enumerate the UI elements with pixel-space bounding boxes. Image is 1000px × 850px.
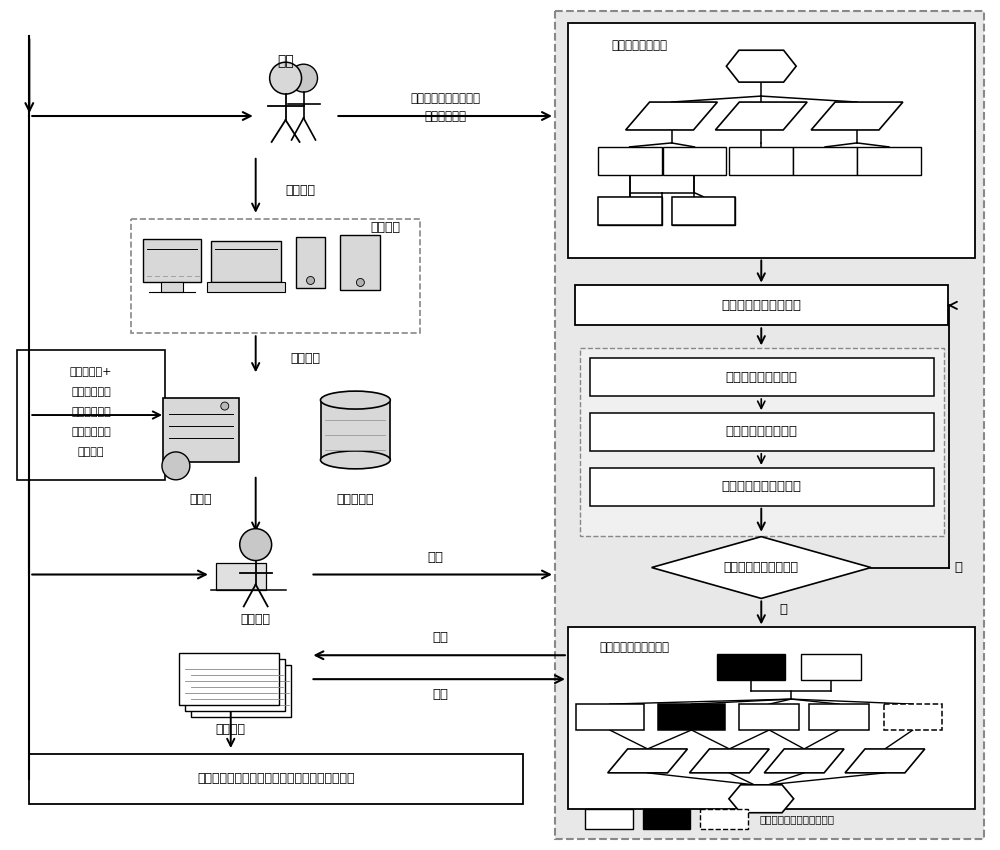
Text: 生成订单: 生成订单 <box>291 352 321 365</box>
Bar <box>598 147 662 175</box>
Bar <box>717 654 785 680</box>
Bar <box>576 704 644 730</box>
Bar <box>320 400 390 460</box>
Text: 按订单生成式设计模式: 按订单生成式设计模式 <box>721 480 801 493</box>
Bar <box>131 218 420 333</box>
Bar <box>161 282 183 292</box>
Text: 不同设计模式下的模块方案: 不同设计模式下的模块方案 <box>759 813 834 824</box>
Text: 修改: 修改 <box>432 688 448 700</box>
Polygon shape <box>811 102 903 130</box>
Text: 多源终端: 多源终端 <box>370 221 400 234</box>
Polygon shape <box>845 749 925 773</box>
Bar <box>207 282 285 292</box>
Bar <box>801 654 861 680</box>
Bar <box>29 754 523 804</box>
Text: 用户: 用户 <box>277 54 294 68</box>
Circle shape <box>356 279 364 286</box>
Polygon shape <box>726 50 796 82</box>
Bar <box>296 236 325 288</box>
Bar <box>598 196 662 224</box>
Bar <box>590 468 934 506</box>
Polygon shape <box>652 536 871 598</box>
Bar <box>17 350 165 479</box>
Bar <box>163 398 239 462</box>
Circle shape <box>240 529 272 560</box>
Text: 设计人员: 设计人员 <box>241 613 271 626</box>
Bar <box>191 666 291 717</box>
Bar <box>729 147 793 175</box>
Text: 设计方案满足: 设计方案满足 <box>71 427 111 437</box>
Bar <box>658 704 725 730</box>
Bar <box>179 654 279 705</box>
Text: 否: 否 <box>955 561 963 574</box>
Bar <box>143 239 201 282</box>
Polygon shape <box>608 749 687 773</box>
Text: 通过互联网+: 通过互联网+ <box>70 367 112 377</box>
Polygon shape <box>764 749 844 773</box>
Polygon shape <box>626 102 717 130</box>
Text: 按订单变形设计模式: 按订单变形设计模式 <box>725 426 797 439</box>
Bar <box>672 196 735 224</box>
Text: 互反馈，修改: 互反馈，修改 <box>71 407 111 417</box>
Bar <box>672 196 735 224</box>
Circle shape <box>162 452 190 479</box>
Text: 完成最终满足用户需求的定制机械产品设计方案: 完成最终满足用户需求的定制机械产品设计方案 <box>198 773 355 785</box>
Bar <box>643 808 690 829</box>
Polygon shape <box>689 749 769 773</box>
Bar <box>590 413 934 450</box>
Text: 按订单配置设计模式: 按订单配置设计模式 <box>725 371 797 383</box>
Text: 用户可参与设计全过程: 用户可参与设计全过程 <box>410 92 480 105</box>
Text: 提出需求: 提出需求 <box>286 184 316 197</box>
Bar <box>663 147 726 175</box>
Text: 是否完成全部模块设计: 是否完成全部模块设计 <box>724 561 799 574</box>
Text: 设计方案: 设计方案 <box>216 722 246 735</box>
Text: 生成: 生成 <box>432 631 448 643</box>
Ellipse shape <box>321 450 390 469</box>
Bar <box>568 23 975 258</box>
Text: 是: 是 <box>779 603 787 616</box>
Circle shape <box>307 276 315 285</box>
Bar <box>211 241 281 282</box>
Bar <box>793 147 857 175</box>
Text: 机械产品模块分解: 机械产品模块分解 <box>612 39 668 52</box>
Bar <box>884 704 942 730</box>
Bar <box>585 808 633 829</box>
Circle shape <box>221 402 229 410</box>
Circle shape <box>270 62 302 94</box>
Bar <box>580 348 944 536</box>
Bar <box>857 147 921 175</box>
Text: 机械产品模块方案融合: 机械产品模块方案融合 <box>600 641 670 654</box>
Bar <box>555 11 984 839</box>
Ellipse shape <box>321 391 390 409</box>
Text: 设计平台实时: 设计平台实时 <box>71 387 111 397</box>
Bar <box>568 627 975 808</box>
Bar <box>216 563 266 591</box>
Text: 设计资源库: 设计资源库 <box>337 493 374 507</box>
Polygon shape <box>715 102 807 130</box>
Bar <box>739 704 799 730</box>
Bar <box>590 358 934 396</box>
Text: 设计: 设计 <box>427 551 443 564</box>
Text: 匹配各个模块设计模式: 匹配各个模块设计模式 <box>721 299 801 312</box>
Bar <box>575 286 948 326</box>
Circle shape <box>290 65 318 92</box>
Bar <box>809 704 869 730</box>
Text: 提出实时意见: 提出实时意见 <box>424 110 466 122</box>
Bar <box>700 808 748 829</box>
Bar <box>185 660 285 711</box>
Polygon shape <box>729 785 794 813</box>
Text: 用户需求: 用户需求 <box>78 447 104 457</box>
Text: 服务器: 服务器 <box>190 493 212 507</box>
Bar <box>598 196 662 224</box>
Bar <box>340 235 380 291</box>
